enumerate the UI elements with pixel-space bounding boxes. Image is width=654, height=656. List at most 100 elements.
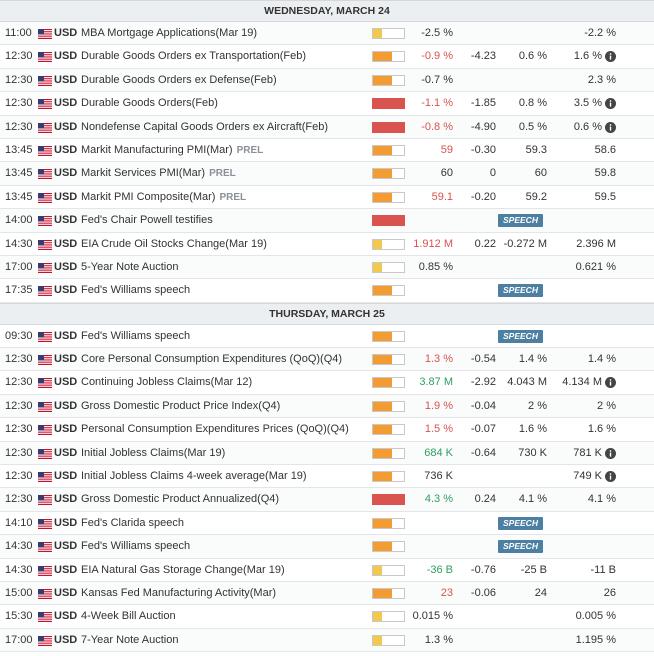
event-time: 14:00 [5,214,33,227]
event-name[interactable]: Durable Goods Orders ex Defense(Feb) [81,69,371,92]
impact-bar [372,447,405,459]
previous-value: 0.005 % [575,610,616,623]
event-row[interactable]: 14:00 USD Fed's Chair Powell testifies S… [0,209,654,233]
event-name[interactable]: Continuing Jobless Claims(Mar 12) [81,371,371,394]
event-name[interactable]: Fed's Williams speech [81,325,371,348]
event-name[interactable]: Markit Manufacturing PMI(Mar) PREL [81,139,371,162]
event-row[interactable]: 12:30 USD Initial Jobless Claims(Mar 19)… [0,441,654,466]
currency-code: USD [54,143,78,156]
previous-value: 2.3 % [587,73,616,86]
event-name[interactable]: Markit PMI Composite(Mar) PREL [81,186,371,209]
event-name[interactable]: 7-Year Note Auction [81,629,371,652]
event-row[interactable]: 12:30 USD Core Personal Consumption Expe… [0,348,654,372]
event-title: Durable Goods Orders ex Defense(Feb) [81,73,277,86]
event-name[interactable]: EIA Natural Gas Storage Change(Mar 19) [81,559,371,582]
event-name[interactable]: Fed's Williams speech [81,535,371,558]
event-name[interactable]: MBA Mortgage Applications(Mar 19) [81,22,371,45]
deviation-value [456,512,496,535]
impact-bar [372,74,405,86]
impact-fill [373,565,383,575]
actual-value: 3.87 M [419,376,453,389]
event-name[interactable]: Personal Consumption Expenditures Prices… [81,418,371,441]
event-row[interactable]: 12:30 USD Nondefense Capital Goods Order… [0,115,654,139]
deviation-value: -0.06 [470,586,496,599]
consensus-value: 730 K [518,446,547,459]
event-name[interactable]: Kansas Fed Manufacturing Activity(Mar) [81,582,371,605]
deviation-value [456,256,496,279]
info-icon[interactable] [605,51,616,63]
event-name[interactable]: Durable Goods Orders ex Transportation(F… [81,45,371,68]
impact-bar [372,564,405,576]
event-row[interactable]: 14:30 USD Fed's Williams speech SPEECH [0,535,654,559]
impact-bar [372,98,405,110]
event-row[interactable]: 09:30 USD Fed's Williams speech SPEECH [0,324,654,349]
event-name[interactable]: EIA Crude Oil Stocks Change(Mar 19) [81,233,371,256]
previous-value: 0.621 % [575,260,616,273]
deviation-value [456,69,496,92]
event-row[interactable]: 12:30 USD Gross Domestic Product Annuali… [0,488,654,512]
event-name[interactable]: Markit Services PMI(Mar) PREL [81,162,371,185]
impact-bar [372,424,405,436]
us-flag-icon [38,216,52,227]
event-row[interactable]: 12:30 USD Gross Domestic Product Price I… [0,394,654,419]
event-title: Nondefense Capital Goods Orders ex Aircr… [81,120,329,133]
event-row[interactable]: 14:10 USD Fed's Clarida speech SPEECH [0,511,654,536]
event-row[interactable]: 12:30 USD Personal Consumption Expenditu… [0,418,654,442]
prel-tag: PREL [209,168,236,180]
actual-value: 1.5 % [424,423,453,436]
event-name[interactable]: Initial Jobless Claims 4-week average(Ma… [81,465,371,488]
previous-value [548,209,616,232]
event-row[interactable]: 13:45 USD Markit Services PMI(Mar) PREL 6… [0,162,654,186]
event-name[interactable]: Gross Domestic Product Price Index(Q4) [81,395,371,418]
event-row[interactable]: 13:45 USD Markit PMI Composite(Mar) PREL … [0,185,654,210]
event-row[interactable]: 17:00 USD 5-Year Note Auction 0.85 % 0.6… [0,255,654,280]
event-name[interactable]: Fed's Clarida speech [81,512,371,535]
info-icon[interactable] [605,377,616,389]
event-row[interactable]: 15:30 USD 4-Week Bill Auction 0.015 % 0.… [0,605,654,629]
day-header: WEDNESDAY, MARCH 24 [0,0,654,22]
speech-badge: SPEECH [498,540,543,554]
event-row[interactable]: 17:35 USD Fed's Williams speech SPEECH [0,279,654,303]
impact-fill [373,472,393,482]
event-name[interactable]: Fed's Williams speech [81,279,371,302]
info-icon[interactable] [605,447,616,459]
event-name[interactable]: Gross Domestic Product Annualized(Q4) [81,488,371,511]
event-row[interactable]: 12:30 USD Durable Goods Orders(Feb) -1.1… [0,92,654,116]
event-title: Fed's Williams speech [81,329,191,342]
event-name[interactable]: Nondefense Capital Goods Orders ex Aircr… [81,116,371,139]
event-row[interactable]: 14:30 USD EIA Crude Oil Stocks Change(Ma… [0,232,654,256]
event-row[interactable]: 12:30 USD Initial Jobless Claims 4-week … [0,465,654,489]
info-icon[interactable] [605,98,616,110]
event-name[interactable]: Initial Jobless Claims(Mar 19) [81,442,371,465]
actual-value: 60 [440,167,453,180]
consensus-value: -25 B [520,563,547,576]
deviation-value [456,605,496,628]
event-name[interactable]: 4-Week Bill Auction [81,605,371,628]
event-row[interactable]: 12:30 USD Continuing Jobless Claims(Mar … [0,371,654,395]
event-time: 13:45 [5,143,33,156]
us-flag-icon [38,448,52,459]
event-row[interactable]: 17:00 USD 7-Year Note Auction 1.3 % 1.19… [0,628,654,653]
us-flag-icon [38,425,52,436]
actual-value: 0.015 % [412,610,453,623]
event-row[interactable]: 15:00 USD Kansas Fed Manufacturing Activ… [0,581,654,606]
event-row[interactable]: 13:45 USD Markit Manufacturing PMI(Mar) P… [0,138,654,163]
currency-code: USD [54,353,78,366]
event-title: Initial Jobless Claims(Mar 19) [81,446,226,459]
event-row[interactable]: 12:30 USD Durable Goods Orders ex Defens… [0,68,654,93]
consensus-value: 59.3 [525,143,547,156]
info-icon[interactable] [605,471,616,483]
deviation-value [456,22,496,45]
impact-bar [372,28,405,39]
event-row[interactable]: 11:00 USD MBA Mortgage Applications(Mar … [0,22,654,46]
event-name[interactable]: Core Personal Consumption Expenditures (… [81,348,371,371]
info-icon[interactable] [605,121,616,133]
event-name[interactable]: Durable Goods Orders(Feb) [81,92,371,115]
event-name[interactable]: Fed's Chair Powell testifies [81,209,371,232]
event-time: 12:30 [5,73,33,86]
event-row[interactable]: 12:30 USD Durable Goods Orders ex Transp… [0,45,654,69]
event-row[interactable]: 14:30 USD EIA Natural Gas Storage Change… [0,558,654,582]
event-title: Fed's Clarida speech [81,516,184,529]
impact-fill [373,425,393,435]
event-name[interactable]: 5-Year Note Auction [81,256,371,279]
